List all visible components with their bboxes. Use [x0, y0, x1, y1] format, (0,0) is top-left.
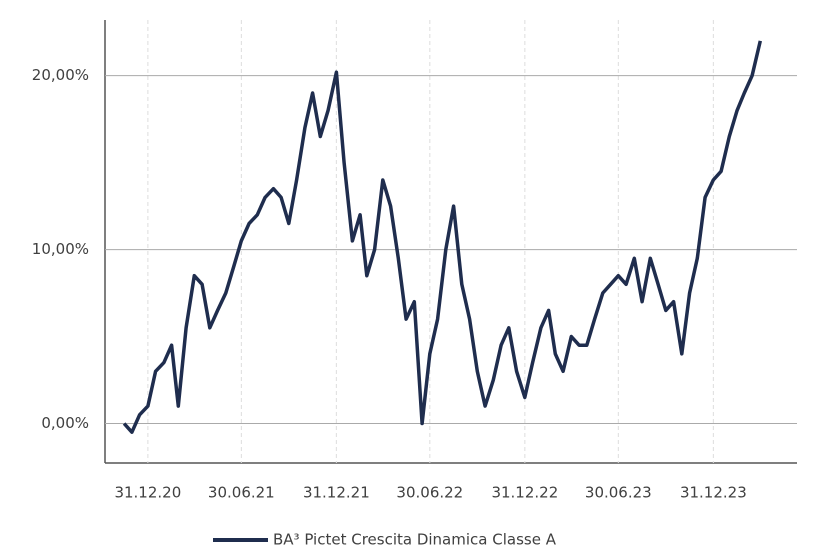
line-series	[122, 40, 763, 434]
x-tick-label: 31.12.23	[680, 484, 747, 502]
y-tick-label: 10,00%	[32, 240, 89, 258]
x-tick-label: 31.12.20	[114, 484, 181, 502]
x-tick-label: 31.12.21	[303, 484, 370, 502]
y-tick-label: 20,00%	[32, 66, 89, 84]
x-tick-label: 30.06.21	[208, 484, 275, 502]
y-tick-label: 0,00%	[41, 414, 89, 432]
x-tick-label: 30.06.23	[585, 484, 652, 502]
legend-label: BA³ Pictet Crescita Dinamica Classe A	[273, 531, 557, 549]
x-tick-label: 31.12.22	[491, 484, 558, 502]
x-tick-label: 30.06.22	[396, 484, 463, 502]
